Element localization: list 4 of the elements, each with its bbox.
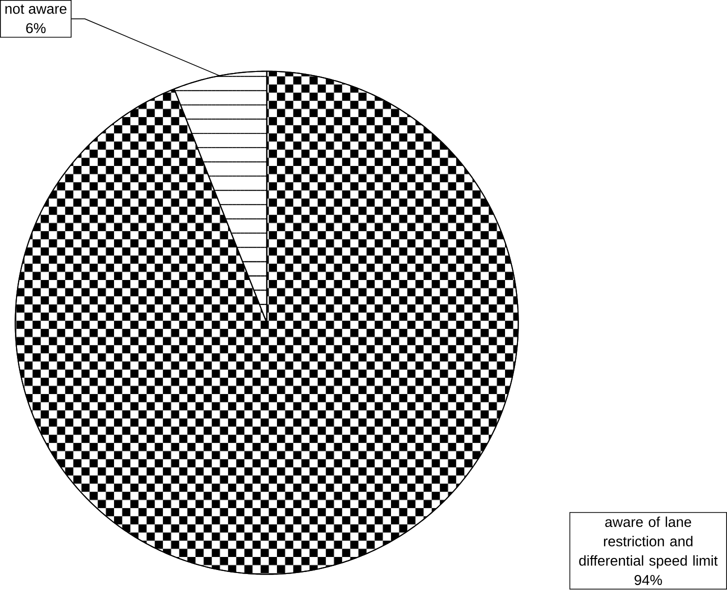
slice-label: not aware — [5, 4, 66, 14]
slice-label: aware of lane restriction and differential speed limit — [579, 516, 718, 569]
data-label: 6% — [26, 23, 46, 34]
data-label: 94% — [634, 575, 662, 586]
